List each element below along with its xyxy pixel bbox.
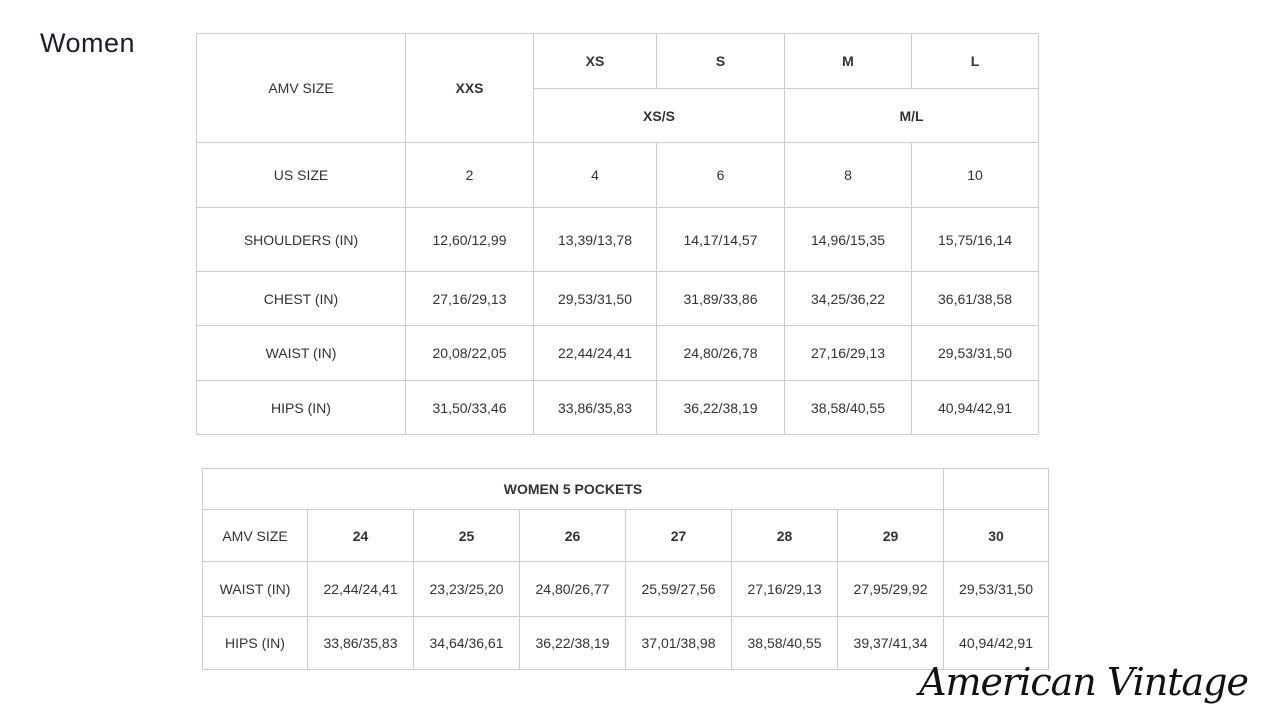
waist-value: 20,08/22,05	[405, 325, 534, 381]
row-label-us-size: US SIZE	[196, 142, 406, 208]
pockets-size-28: 28	[731, 509, 838, 562]
waist-value: 27,16/29,13	[784, 325, 912, 381]
chest-value: 34,25/36,22	[784, 271, 912, 326]
shoulders-value: 14,96/15,35	[784, 207, 912, 272]
pockets-size-29: 29	[836, 509, 945, 562]
pockets-amv-size-header: AMV SIZE	[202, 509, 308, 562]
hips-value: 38,58/40,55	[784, 380, 912, 435]
waist-value: 25,59/27,56	[625, 561, 732, 617]
chest-value: 31,89/33,86	[656, 271, 785, 326]
amv-size-header: AMV SIZE	[196, 33, 406, 143]
us-size-value: 8	[784, 142, 912, 208]
hips-value: 40,94/42,91	[911, 380, 1039, 435]
us-size-value: 10	[911, 142, 1039, 208]
row-label-hips: HIPS (IN)	[196, 380, 406, 435]
size-col-m: M	[784, 33, 912, 89]
us-size-value: 6	[656, 142, 785, 208]
chest-value: 27,16/29,13	[405, 271, 534, 326]
waist-value: 29,53/31,50	[911, 325, 1039, 381]
row-label-waist: WAIST (IN)	[196, 325, 406, 381]
hips-value: 39,37/41,34	[836, 616, 945, 670]
table-row: HIPS (IN) 31,50/33,46 33,86/35,83 36,22/…	[196, 380, 1039, 435]
shoulders-value: 14,17/14,57	[656, 207, 785, 272]
row-label-waist: WAIST (IN)	[202, 561, 308, 617]
us-size-value: 4	[533, 142, 657, 208]
waist-value: 27,95/29,92	[836, 561, 945, 617]
hips-value: 36,22/38,19	[519, 616, 626, 670]
table-row: WAIST (IN) 20,08/22,05 22,44/24,41 24,80…	[196, 325, 1039, 381]
waist-value: 29,53/31,50	[943, 561, 1050, 617]
waist-value: 22,44/24,41	[533, 325, 657, 381]
page-title: Women	[40, 28, 136, 58]
shoulders-value: 13,39/13,78	[533, 207, 657, 272]
size-group-ml: M/L	[784, 88, 1039, 143]
waist-value: 22,44/24,41	[307, 561, 414, 617]
chest-value: 36,61/38,58	[911, 271, 1039, 326]
pockets-size-30: 30	[943, 509, 1050, 562]
size-col-l: L	[911, 33, 1039, 89]
row-label-shoulders: SHOULDERS (IN)	[196, 207, 406, 272]
size-col-s: S	[656, 33, 785, 89]
chest-value: 29,53/31,50	[533, 271, 657, 326]
table-row: SHOULDERS (IN) 12,60/12,99 13,39/13,78 1…	[196, 207, 1039, 272]
table-row: CHEST (IN) 27,16/29,13 29,53/31,50 31,89…	[196, 271, 1039, 326]
waist-value: 24,80/26,77	[519, 561, 626, 617]
waist-value: 24,80/26,78	[656, 325, 785, 381]
pockets-size-24: 24	[307, 509, 414, 562]
pockets-size-25: 25	[413, 509, 520, 562]
row-label-chest: CHEST (IN)	[196, 271, 406, 326]
row-label-hips: HIPS (IN)	[202, 616, 308, 670]
american-vintage-logo: American Vintage	[919, 660, 1249, 704]
hips-value: 33,86/35,83	[533, 380, 657, 435]
table-row: WAIST (IN) 22,44/24,41 23,23/25,20 24,80…	[202, 561, 1050, 617]
pockets-title-empty-cell	[943, 468, 1050, 510]
us-size-value: 2	[405, 142, 534, 208]
hips-value: 37,01/38,98	[625, 616, 732, 670]
shoulders-value: 12,60/12,99	[405, 207, 534, 272]
pockets-size-27: 27	[625, 509, 732, 562]
hips-value: 31,50/33,46	[405, 380, 534, 435]
shoulders-value: 15,75/16,14	[911, 207, 1039, 272]
size-col-xs: XS	[533, 33, 657, 89]
pockets-size-26: 26	[519, 509, 626, 562]
waist-value: 23,23/25,20	[413, 561, 520, 617]
pockets-table-title: WOMEN 5 POCKETS	[201, 468, 945, 510]
women-size-table: AMV SIZE XXS XS S M L XS/S M/L US SIZE 2…	[196, 33, 1039, 435]
table-row: US SIZE 2 4 6 8 10	[196, 142, 1039, 208]
size-col-xxs: XXS	[405, 33, 534, 143]
women-5-pockets-table: WOMEN 5 POCKETS AMV SIZE 24 25 26 27 28 …	[201, 468, 1050, 670]
hips-value: 36,22/38,19	[656, 380, 785, 435]
hips-value: 33,86/35,83	[307, 616, 414, 670]
hips-value: 38,58/40,55	[731, 616, 838, 670]
hips-value: 40,94/42,91	[943, 616, 1050, 670]
table-row: HIPS (IN) 33,86/35,83 34,64/36,61 36,22/…	[202, 616, 1050, 670]
size-group-xss: XS/S	[533, 88, 785, 143]
waist-value: 27,16/29,13	[731, 561, 838, 617]
hips-value: 34,64/36,61	[413, 616, 520, 670]
